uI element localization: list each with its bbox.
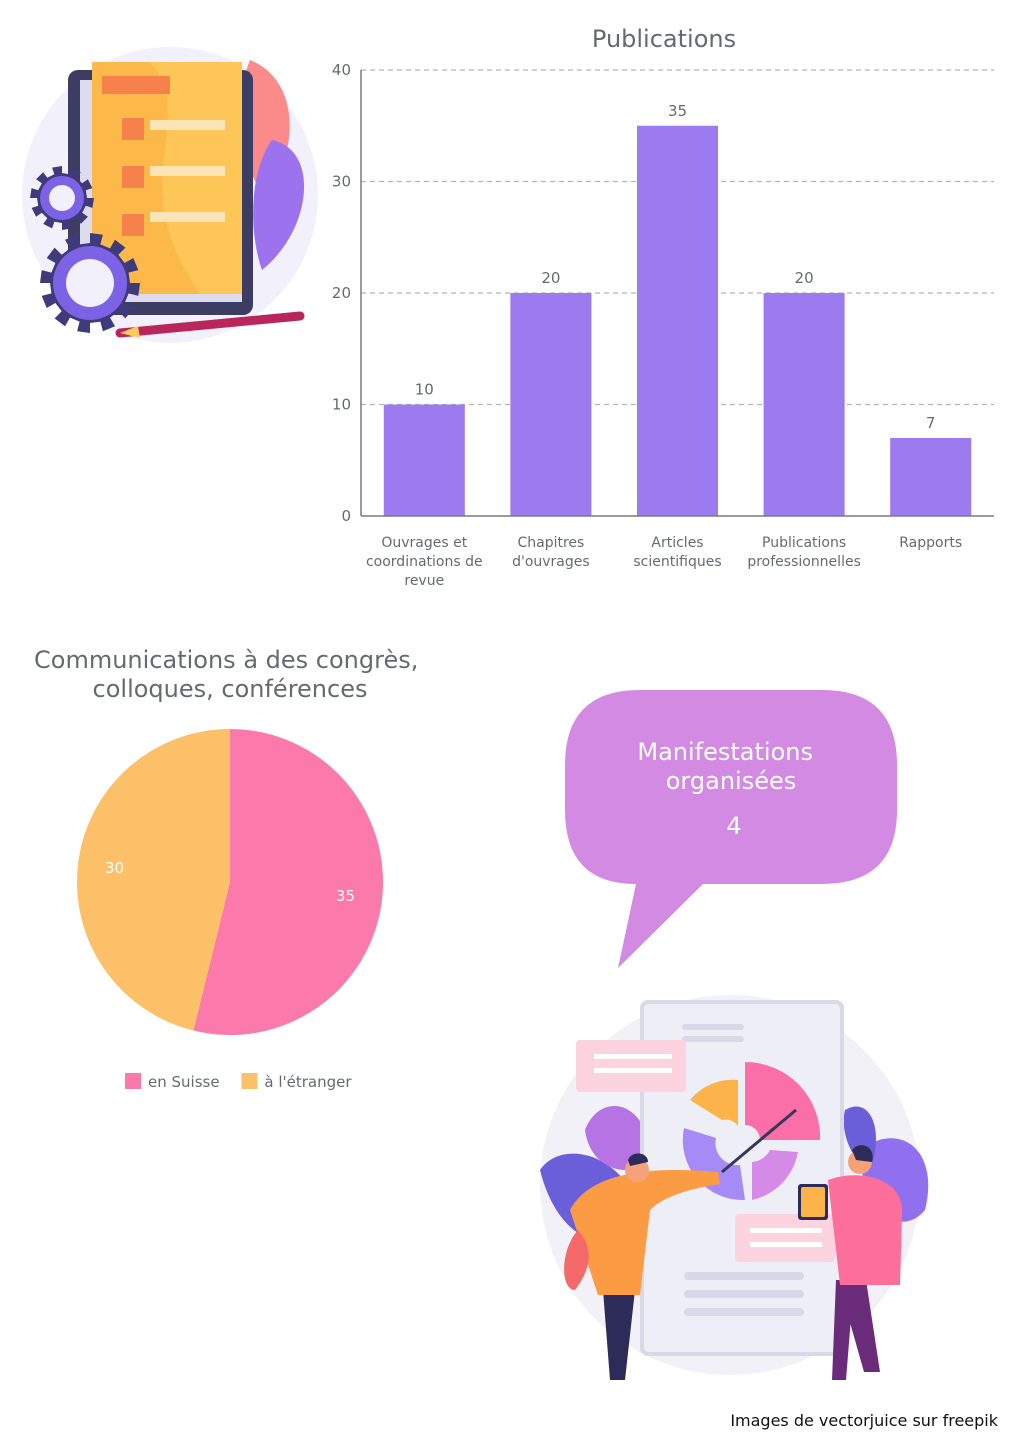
- y-tick-label: 20: [332, 284, 351, 302]
- y-tick-label: 10: [332, 396, 351, 414]
- pie-slices: [77, 729, 384, 1035]
- pie-value-label: 30: [105, 859, 124, 877]
- presentation-illustration: [540, 995, 929, 1380]
- x-tick-label-line: Rapports: [899, 535, 962, 551]
- x-tick-label: Ouvrages et coordinations de revue: [366, 535, 483, 589]
- x-tick-label-line: professionnelles: [747, 554, 861, 570]
- bar: [636, 125, 719, 516]
- x-tick-label-line: scientifiques: [633, 554, 721, 570]
- x-tick-label: Rapports: [899, 535, 962, 551]
- callout-title-line: organisées: [666, 767, 797, 795]
- legend-label: en Suisse: [148, 1073, 220, 1091]
- y-tick-label: 0: [341, 507, 351, 525]
- bar-series: [383, 125, 972, 516]
- document-gears-illustration: [22, 47, 318, 343]
- x-tick-label-line: Articles: [651, 535, 703, 551]
- pie-chart-title-line: colloques, conférences: [93, 675, 368, 703]
- pie-chart-title-line: Communications à des congrès,: [34, 646, 418, 674]
- x-tick-label: Publications professionnelles: [747, 535, 861, 570]
- events-callout: Manifestations organisées 4: [565, 690, 897, 968]
- bar-value-label: 20: [795, 269, 814, 287]
- speech-bubble: [565, 690, 897, 968]
- image-credit: Images de vectorjuice sur freepik: [730, 1411, 998, 1430]
- y-tick-label: 30: [332, 173, 351, 191]
- x-tick-label: Chapitres d'ouvrages: [512, 535, 590, 570]
- bar-value-label: 10: [415, 381, 434, 399]
- x-axis-category-labels: Ouvrages et coordinations de revue Chapitre…: [366, 535, 962, 589]
- x-tick-label-line: Publications: [762, 535, 846, 551]
- bar: [890, 437, 972, 516]
- x-tick-label-line: coordinations de: [366, 554, 483, 570]
- gear-icon: [30, 166, 94, 230]
- bar: [510, 293, 592, 516]
- gear-icon: [40, 233, 140, 333]
- communications-pie-chart: Communications à des congrès, colloques,…: [34, 646, 426, 1091]
- x-tick-label-line: d'ouvrages: [512, 554, 590, 570]
- bar: [763, 293, 845, 516]
- bar: [383, 404, 465, 516]
- callout-value: 4: [726, 812, 741, 840]
- x-tick-label-line: Chapitres: [517, 535, 584, 551]
- x-tick-label: Articles scientifiques: [633, 535, 721, 570]
- x-tick-label-line: revue: [404, 573, 444, 589]
- pie-value-labels: 35 30: [105, 859, 355, 905]
- bar-value-label: 35: [668, 102, 687, 120]
- x-tick-label-line: Ouvrages et: [381, 535, 467, 551]
- pie-slice: [77, 729, 230, 1031]
- y-tick-label: 40: [332, 61, 351, 79]
- bar-value-label: 7: [926, 414, 936, 432]
- bar-value-label: 20: [541, 269, 560, 287]
- callout-title: Manifestations organisées: [637, 738, 820, 795]
- pie-chart-title: Communications à des congrès, colloques,…: [34, 646, 426, 703]
- pie-legend: en Suisse à l'étranger: [125, 1073, 352, 1091]
- pie-slice: [193, 729, 384, 1035]
- legend-swatch: [241, 1073, 258, 1089]
- y-axis-tick-labels: 0 10 20 30 40: [332, 61, 351, 525]
- legend-swatch: [125, 1073, 141, 1089]
- pie-value-label: 35: [336, 887, 355, 905]
- legend-label: à l'étranger: [264, 1073, 352, 1091]
- publications-bar-chart: Publications 0 10 20 30 40 10 20 35 20 7 Ouvrage…: [332, 25, 994, 589]
- bar-chart-title: Publications: [592, 25, 736, 53]
- callout-title-line: Manifestations: [637, 738, 813, 766]
- bar-value-labels: 10 20 35 20 7: [415, 102, 936, 432]
